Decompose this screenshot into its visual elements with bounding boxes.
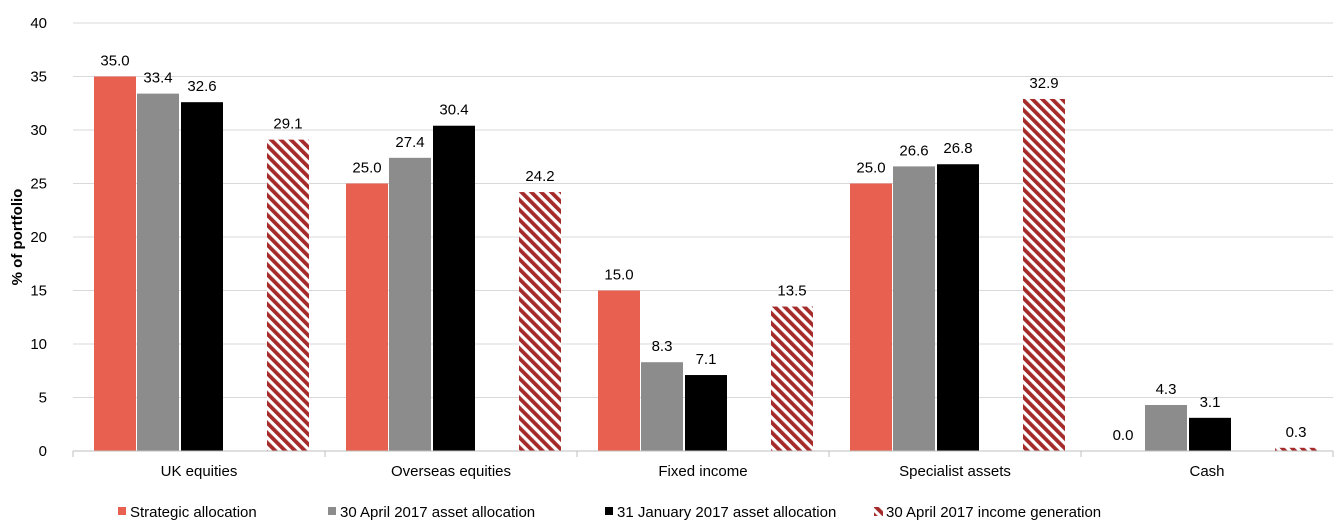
data-label: 7.1	[696, 351, 717, 368]
data-label: 32.6	[187, 78, 216, 95]
bar	[685, 375, 727, 451]
legend-swatch	[874, 507, 883, 516]
legend-swatch	[118, 507, 126, 515]
data-label: 26.6	[899, 142, 928, 159]
bar	[598, 290, 640, 451]
data-labels: 35.0 25.0 15.0 25.0 0.0 33.4 27.4 8.3 26.6 4.3 32.…	[100, 53, 1306, 445]
bar	[433, 125, 475, 451]
data-label: 8.3	[652, 338, 673, 355]
bar	[1023, 98, 1065, 451]
data-label: 35.0	[100, 53, 129, 70]
bar	[641, 362, 683, 451]
x-tick-label: Overseas equities	[391, 463, 511, 480]
gridlines	[73, 22, 1333, 398]
y-tick-label: 0	[39, 443, 47, 460]
y-axis-ticks: 0 5 10 15 20 25 30 35 40	[30, 15, 47, 460]
data-label: 0.3	[1286, 424, 1307, 441]
x-tick-label: UK equities	[161, 463, 238, 480]
y-tick-label: 5	[39, 390, 47, 407]
x-tick-label: Cash	[1189, 463, 1224, 480]
y-axis-title: % of portfolio	[9, 189, 26, 286]
y-tick-label: 10	[30, 336, 47, 353]
legend-label: 31 January 2017 asset allocation	[617, 504, 836, 521]
legend: Strategic allocation 30 April 2017 asset …	[118, 504, 1101, 521]
data-label: 24.2	[525, 168, 554, 185]
legend-swatch	[605, 507, 613, 515]
data-label: 4.3	[1156, 381, 1177, 398]
bar	[1189, 417, 1231, 451]
bar	[1145, 404, 1187, 451]
bar	[771, 306, 813, 451]
y-tick-label: 30	[30, 122, 47, 139]
data-label: 0.0	[1113, 427, 1134, 444]
y-tick-label: 20	[30, 229, 47, 246]
y-tick-label: 25	[30, 176, 47, 193]
y-tick-label: 40	[30, 15, 47, 32]
bar	[1275, 447, 1317, 451]
bar	[389, 157, 431, 451]
y-tick-label: 15	[30, 283, 47, 300]
data-label: 30.4	[439, 102, 468, 119]
legend-label: 30 April 2017 asset allocation	[340, 504, 535, 521]
bar	[267, 139, 309, 451]
data-label: 27.4	[395, 134, 424, 151]
data-label: 15.0	[604, 267, 633, 284]
data-label: 32.9	[1029, 75, 1058, 92]
bars	[94, 76, 1317, 452]
legend-swatch	[328, 507, 336, 515]
legend-label: 30 April 2017 income generation	[886, 504, 1101, 521]
x-tick-label: Specialist assets	[899, 463, 1011, 480]
bar	[94, 76, 136, 451]
y-tick-label: 35	[30, 69, 47, 86]
bar	[346, 183, 388, 451]
bar	[181, 102, 223, 452]
bar	[937, 164, 979, 452]
bar	[519, 192, 561, 451]
bar	[850, 183, 892, 451]
data-label: 3.1	[1200, 394, 1221, 411]
legend-label: Strategic allocation	[130, 504, 257, 521]
data-label: 33.4	[143, 70, 172, 87]
bar	[137, 93, 179, 452]
data-label: 26.8	[943, 140, 972, 157]
data-label: 25.0	[856, 160, 885, 177]
x-axis: UK equities Overseas equities Fixed income…	[72, 450, 1334, 480]
x-tick-label: Fixed income	[658, 463, 747, 480]
data-label: 25.0	[352, 160, 381, 177]
data-label: 29.1	[273, 116, 302, 133]
data-label: 13.5	[777, 283, 806, 300]
bar	[893, 166, 935, 451]
